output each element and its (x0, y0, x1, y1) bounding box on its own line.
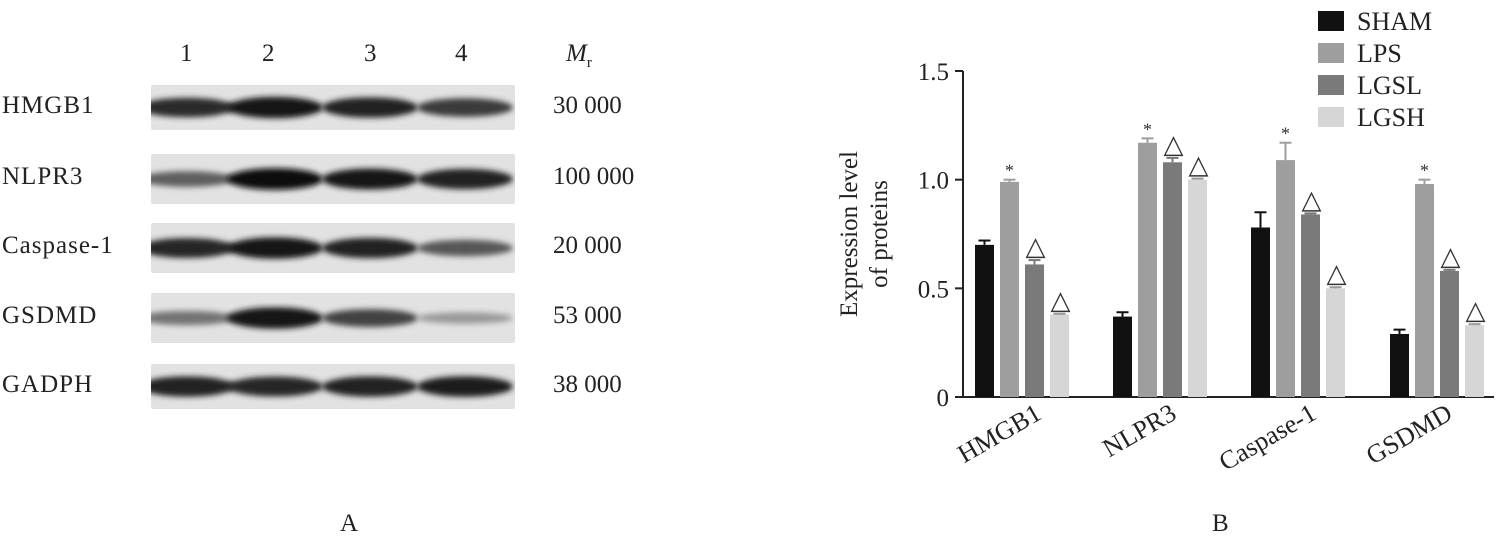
y-tick-label: 1.5 (918, 59, 949, 86)
band-lane-1 (151, 310, 235, 326)
bar-sham-gsdmd (1390, 333, 1409, 397)
significance-triangle: △ (1302, 185, 1322, 215)
blot-strip-nlpr3 (151, 154, 515, 204)
significance-triangle: △ (1164, 130, 1184, 160)
molecular-weight-label: 100 000 (553, 163, 635, 190)
y-tick-label: 1.0 (918, 168, 949, 195)
band-lane-3 (322, 376, 418, 397)
significance-star: * (1281, 124, 1290, 144)
protein-label: GADPH (2, 370, 94, 398)
legend-swatch-lps (1318, 43, 1344, 63)
band-lane-2 (227, 96, 323, 119)
band-lane-2 (227, 376, 323, 397)
band-lane-1 (151, 97, 235, 118)
molecular-weight-label: 38 000 (553, 370, 622, 398)
band-lane-4 (417, 312, 513, 324)
bar-lgsl-caspase-1 (1301, 214, 1320, 397)
band-lane-2 (227, 307, 323, 329)
bar-sham-caspase-1 (1251, 227, 1270, 397)
legend-label-lps: LPS (1357, 39, 1402, 68)
bar-lgsh-caspase-1 (1326, 288, 1345, 397)
expression-bar-chart: 0 0.5 1.0 1.5 Expression level of proteins * * *… (836, 7, 1494, 477)
significance-star: * (1005, 161, 1014, 181)
molecular-weight-label: 20 000 (553, 232, 622, 259)
protein-label: Caspase-1 (2, 232, 114, 259)
bar-lgsl-nlpr3 (1163, 162, 1182, 397)
band-lane-4 (417, 98, 513, 117)
lane-number-4: 4 (455, 40, 468, 67)
blot-strip-caspase-1 (151, 223, 515, 273)
bar-lps-nlpr3 (1138, 142, 1157, 397)
band-lane-1 (151, 171, 235, 187)
significance-triangle: △ (1026, 232, 1046, 262)
bar-lgsh-nlpr3 (1188, 179, 1207, 397)
protein-label: GSDMD (2, 302, 98, 329)
x-category-label: NLPR3 (1098, 398, 1181, 463)
bar-lps-caspase-1 (1276, 160, 1295, 397)
molecular-weight-label: 53 000 (553, 302, 622, 329)
bar-sham-hmgb1 (975, 244, 994, 397)
significance-star: * (1420, 161, 1429, 181)
bar-lgsl-gsdmd (1440, 270, 1459, 397)
bar-lps-hmgb1 (1000, 181, 1019, 397)
lane-number-3: 3 (364, 40, 377, 67)
y-axis-label: Expression level of proteins (836, 151, 893, 317)
band-lane-3 (322, 309, 418, 327)
lane-number-1: 1 (180, 40, 193, 67)
bar-sham-nlpr3 (1113, 316, 1132, 397)
significance-triangle: △ (1466, 296, 1486, 326)
panel-b-letter: B (1212, 510, 1229, 537)
y-tick-label: 0.5 (918, 276, 949, 303)
blot-strip-gadph (151, 364, 515, 409)
band-lane-2 (227, 237, 323, 259)
bar-lgsh-hmgb1 (1050, 314, 1069, 397)
band-lane-3 (322, 237, 418, 259)
significance-triangle: △ (1327, 259, 1347, 289)
x-category-label: GSDMD (1361, 398, 1457, 470)
legend-swatch-lgsh (1318, 107, 1344, 127)
panel-a-letter: A (340, 510, 359, 537)
bar-lgsh-gsdmd (1465, 325, 1484, 397)
band-lane-4 (417, 239, 513, 257)
bar-lps-gsdmd (1415, 184, 1434, 397)
blot-strip-gsdmd (151, 293, 515, 343)
legend-swatch-sham (1318, 11, 1344, 31)
band-lane-4 (417, 168, 513, 190)
legend-label-lgsl: LGSL (1357, 71, 1422, 100)
x-category-label: Caspase-1 (1214, 398, 1321, 477)
band-lane-2 (227, 168, 323, 190)
band-lane-1 (151, 238, 235, 258)
molecular-weight-label: 30 000 (553, 91, 622, 119)
band-lane-4 (417, 376, 513, 397)
legend-label-lgsh: LGSH (1357, 103, 1425, 132)
x-category-label: HMGB1 (953, 398, 1046, 469)
significance-triangle: △ (1441, 242, 1461, 272)
band-lane-3 (322, 97, 418, 118)
lane-number-2: 2 (262, 40, 275, 67)
band-lane-3 (322, 168, 418, 190)
y-tick-label: 0 (937, 385, 950, 412)
significance-triangle: △ (1189, 151, 1209, 181)
blot-strip-hmgb1 (151, 85, 515, 130)
protein-label: HMGB1 (2, 91, 95, 119)
protein-label: NLPR3 (2, 163, 84, 190)
band-lane-1 (151, 376, 235, 397)
legend-label-sham: SHAM (1357, 7, 1432, 36)
significance-star: * (1143, 119, 1152, 139)
bar-lgsl-hmgb1 (1025, 264, 1044, 397)
legend-swatch-lgsl (1318, 75, 1344, 95)
mr-label: Mr (566, 40, 592, 71)
significance-triangle: △ (1051, 286, 1071, 316)
